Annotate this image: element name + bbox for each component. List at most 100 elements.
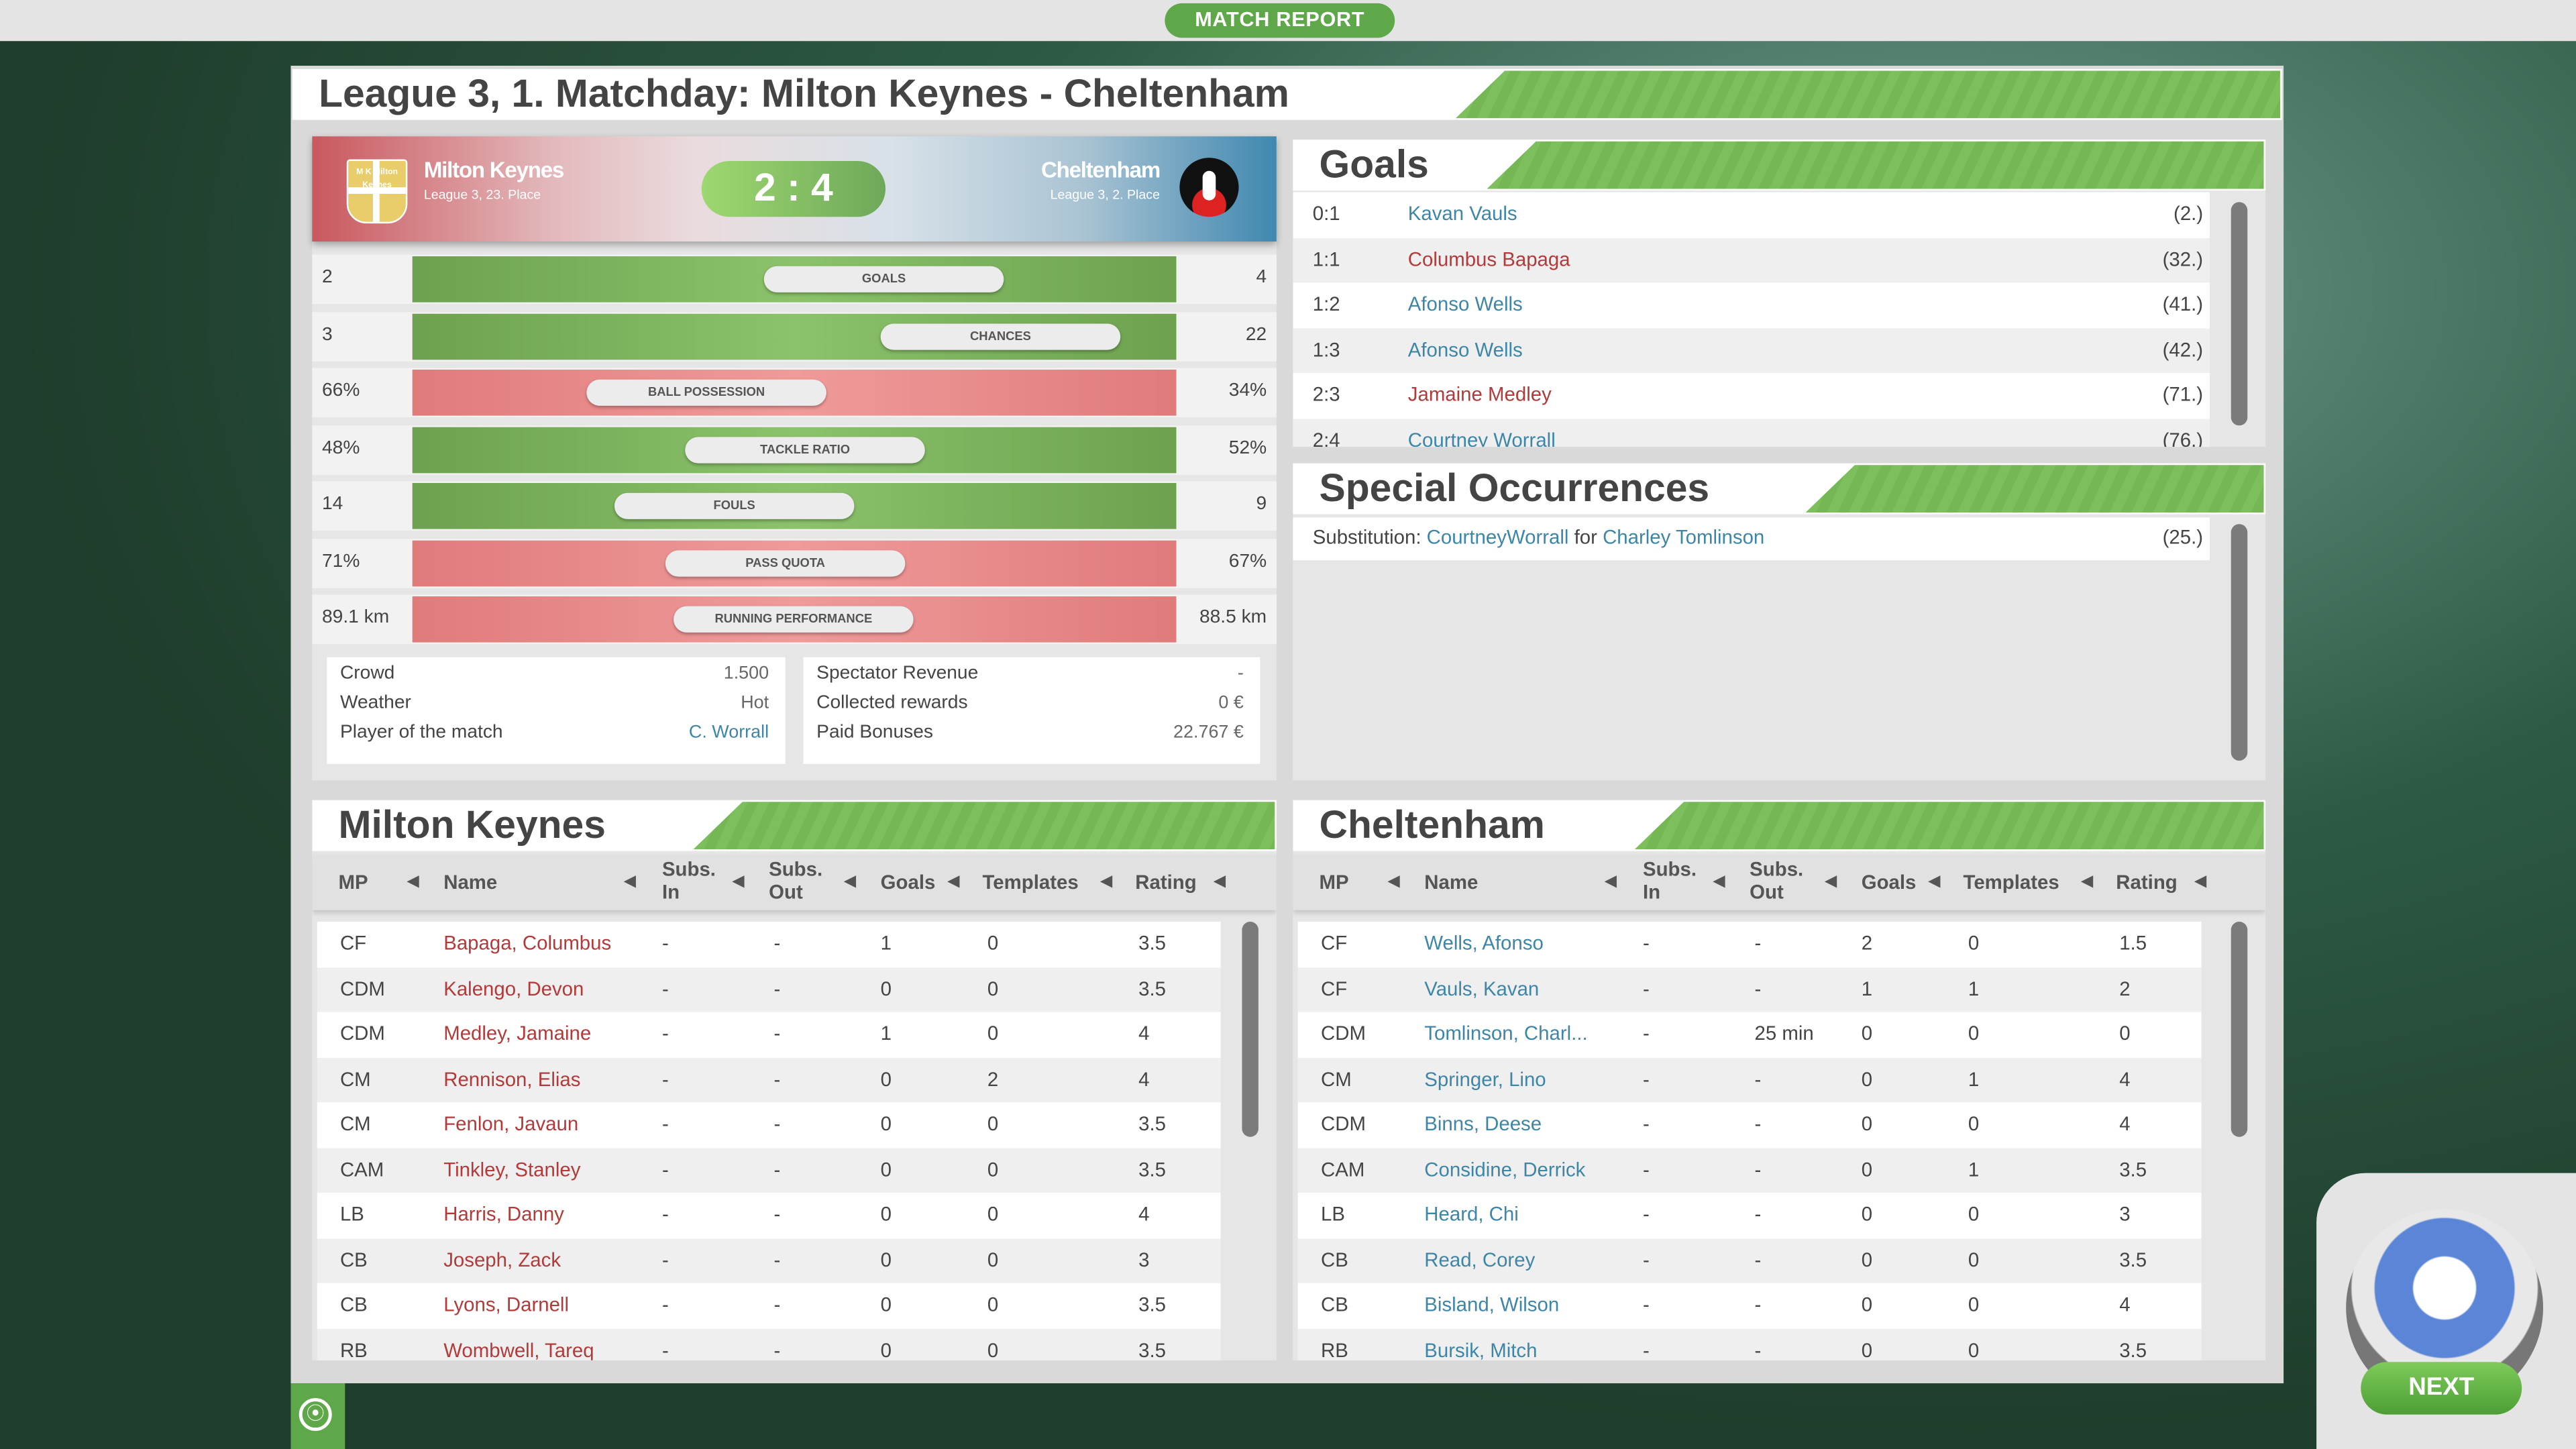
column-header-rating[interactable]: Rating xyxy=(1135,870,1197,894)
sub-in-player[interactable]: CourtneyWorrall xyxy=(1426,525,1569,549)
column-header-templates[interactable]: Templates xyxy=(982,870,1079,894)
player-name[interactable]: Joseph, Zack xyxy=(443,1248,561,1271)
special-scrollbar[interactable] xyxy=(2231,524,2248,761)
player-row[interactable]: CB Bisland, Wilson - - 0 0 4 xyxy=(1297,1283,2202,1329)
player-row[interactable]: CM Fenlon, Javaun - - 0 0 3.5 xyxy=(317,1102,1221,1148)
match-report-tab[interactable]: MATCH REPORT xyxy=(1165,3,1395,38)
goals-scrollbar[interactable] xyxy=(2231,202,2248,426)
player-row[interactable]: RB Wombwell, Tareq - - 0 0 3.5 xyxy=(317,1328,1221,1360)
player-row[interactable]: CDM Tomlinson, Charl... - 25 min 0 0 0 xyxy=(1297,1012,2202,1057)
player-row[interactable]: CM Springer, Lino - - 0 1 4 xyxy=(1297,1057,2202,1103)
player-row[interactable]: RB Bursik, Mitch - - 0 0 3.5 xyxy=(1297,1328,2202,1360)
player-name[interactable]: Rennison, Elias xyxy=(443,1067,581,1090)
player-position: RB xyxy=(339,1338,368,1360)
player-name[interactable]: Bapaga, Columbus xyxy=(443,931,612,955)
sort-arrow-icon[interactable]: ◀ xyxy=(1100,872,1112,889)
sort-arrow-icon[interactable]: ◀ xyxy=(1929,872,1941,889)
player-row[interactable]: CAM Tinkley, Stanley - - 0 0 3.5 xyxy=(317,1147,1221,1193)
player-name[interactable]: Considine, Derrick xyxy=(1424,1157,1586,1181)
player-row[interactable]: CM Rennison, Elias - - 0 2 4 xyxy=(317,1057,1221,1103)
player-row[interactable]: CB Read, Corey - - 0 0 3.5 xyxy=(1297,1238,2202,1283)
subs-out: - xyxy=(773,976,781,1000)
goals-header: Goals xyxy=(1293,140,2266,191)
player-name[interactable]: Wombwell, Tareq xyxy=(443,1338,594,1360)
goal-scorer[interactable]: Kavan Vauls xyxy=(1407,202,1517,225)
player-row[interactable]: CAM Considine, Derrick - - 0 1 3.5 xyxy=(1297,1147,2202,1193)
sort-arrow-icon[interactable]: ◀ xyxy=(1214,872,1226,889)
column-header-name[interactable]: Name xyxy=(443,870,498,894)
goal-scorer[interactable]: Columbus Bapaga xyxy=(1407,247,1570,270)
column-header-name[interactable]: Name xyxy=(1424,870,1479,894)
sort-arrow-icon[interactable]: ◀ xyxy=(1605,872,1617,889)
column-header-subs-out[interactable]: Subs. Out xyxy=(769,857,823,904)
goal-scorer[interactable]: Afonso Wells xyxy=(1407,337,1523,361)
stat-label: FOULS xyxy=(614,492,855,519)
subs-in: - xyxy=(661,931,669,955)
sort-arrow-icon[interactable]: ◀ xyxy=(624,872,636,889)
sort-arrow-icon[interactable]: ◀ xyxy=(844,872,856,889)
player-row[interactable]: CB Lyons, Darnell - - 0 0 3.5 xyxy=(317,1283,1221,1329)
away-team-name[interactable]: Cheltenham xyxy=(1041,158,1161,182)
help-tab[interactable]: ⦿ xyxy=(290,1383,345,1449)
player-row[interactable]: CDM Medley, Jamaine - - 1 0 4 xyxy=(317,1012,1221,1057)
player-row[interactable]: CF Vauls, Kavan - - 1 1 2 xyxy=(1297,967,2202,1012)
player-row[interactable]: CDM Kalengo, Devon - - 0 0 3.5 xyxy=(317,967,1221,1012)
player-name[interactable]: Read, Corey xyxy=(1424,1248,1536,1271)
goal-minute: (32.) xyxy=(2162,247,2204,270)
stat-away-value: 9 xyxy=(1256,494,1267,515)
player-name[interactable]: Binns, Deese xyxy=(1424,1112,1542,1136)
column-header-subs-out[interactable]: Subs. Out xyxy=(1750,857,1804,904)
table-scrollbar[interactable] xyxy=(1242,921,1258,1137)
sort-arrow-icon[interactable]: ◀ xyxy=(407,872,419,889)
goals: 0 xyxy=(880,1293,892,1316)
table-scrollbar[interactable] xyxy=(2231,921,2248,1137)
sort-arrow-icon[interactable]: ◀ xyxy=(1713,872,1725,889)
sub-out-player[interactable]: Charley Tomlinson xyxy=(1603,525,1765,549)
player-name[interactable]: Springer, Lino xyxy=(1424,1067,1546,1090)
team-table-home: Milton Keynes MP ◀ Name ◀ Subs. In ◀ Subs. Out ◀… xyxy=(312,800,1277,1360)
sort-arrow-icon[interactable]: ◀ xyxy=(1825,872,1837,889)
next-button[interactable]: NEXT xyxy=(2361,1362,2522,1415)
player-name[interactable]: Tomlinson, Charl... xyxy=(1424,1022,1588,1045)
column-header-mp[interactable]: MP xyxy=(1319,870,1349,894)
player-row[interactable]: CF Wells, Afonso - - 2 0 1.5 xyxy=(1297,921,2202,967)
column-header-templates[interactable]: Templates xyxy=(1963,870,2059,894)
player-name[interactable]: Medley, Jamaine xyxy=(443,1022,592,1045)
player-name[interactable]: Vauls, Kavan xyxy=(1424,976,1540,1000)
player-name[interactable]: Tinkley, Stanley xyxy=(443,1157,581,1181)
player-row[interactable]: LB Harris, Danny - - 0 0 4 xyxy=(317,1192,1221,1238)
column-header-subs-in[interactable]: Subs. In xyxy=(1643,857,1697,904)
column-header-goals[interactable]: Goals xyxy=(1861,870,1917,894)
player-row[interactable]: CDM Binns, Deese - - 0 0 4 xyxy=(1297,1102,2202,1148)
sort-arrow-icon[interactable]: ◀ xyxy=(733,872,745,889)
column-header-subs-in[interactable]: Subs. In xyxy=(661,857,716,904)
info-value[interactable]: C. Worrall xyxy=(688,722,769,743)
sort-arrow-icon[interactable]: ◀ xyxy=(2194,872,2206,889)
player-name[interactable]: Bisland, Wilson xyxy=(1424,1293,1560,1316)
table-column-headers: MP ◀ Name ◀ Subs. In ◀ Subs. Out ◀ Goals ◀ Templat… xyxy=(312,854,1277,910)
player-name[interactable]: Fenlon, Javaun xyxy=(443,1112,579,1136)
player-row[interactable]: CF Bapaga, Columbus - - 1 0 3.5 xyxy=(317,921,1221,967)
player-name[interactable]: Bursik, Mitch xyxy=(1424,1338,1538,1360)
goal-scorer[interactable]: Courtney Worrall xyxy=(1407,427,1556,447)
special-text: Substitution: CourtneyWorrall for Charle… xyxy=(1313,517,1765,557)
stat-bar: RUNNING PERFORMANCE xyxy=(412,596,1177,643)
sort-arrow-icon[interactable]: ◀ xyxy=(948,872,960,889)
rating: 3.5 xyxy=(2119,1157,2147,1181)
player-name[interactable]: Lyons, Darnell xyxy=(443,1293,570,1316)
sort-arrow-icon[interactable]: ◀ xyxy=(1388,872,1400,889)
column-header-goals[interactable]: Goals xyxy=(880,870,936,894)
goal-scorer[interactable]: Afonso Wells xyxy=(1407,292,1523,316)
player-row[interactable]: LB Heard, Chi - - 0 0 3 xyxy=(1297,1192,2202,1238)
player-name[interactable]: Harris, Danny xyxy=(443,1202,564,1226)
player-name[interactable]: Heard, Chi xyxy=(1424,1202,1519,1226)
column-header-mp[interactable]: MP xyxy=(338,870,368,894)
player-position: CB xyxy=(1320,1248,1348,1271)
home-team-name[interactable]: Milton Keynes xyxy=(423,158,564,182)
column-header-rating[interactable]: Rating xyxy=(2116,870,2178,894)
player-name[interactable]: Wells, Afonso xyxy=(1424,931,1544,955)
goal-scorer[interactable]: Jamaine Medley xyxy=(1407,382,1552,406)
sort-arrow-icon[interactable]: ◀ xyxy=(2081,872,2093,889)
player-row[interactable]: CB Joseph, Zack - - 0 0 3 xyxy=(317,1238,1221,1283)
player-name[interactable]: Kalengo, Devon xyxy=(443,976,584,1000)
